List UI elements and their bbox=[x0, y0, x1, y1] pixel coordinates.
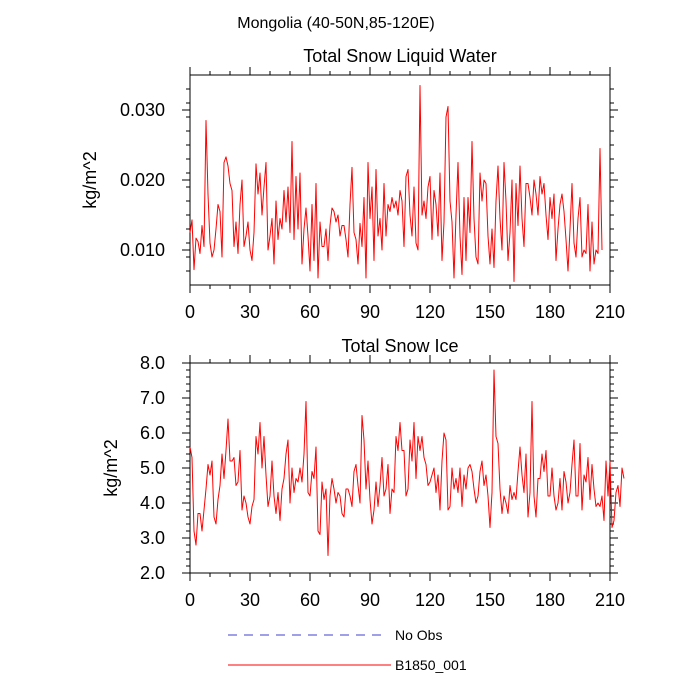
y-tick-label: 5.0 bbox=[140, 458, 165, 478]
y-tick-label: 4.0 bbox=[140, 493, 165, 513]
x-tick-label: 120 bbox=[415, 302, 445, 322]
x-tick-label: 150 bbox=[475, 302, 505, 322]
x-tick-label: 30 bbox=[240, 590, 260, 610]
snow-ice-panel: Total Snow Ice kg/m^2 0 30 60 90 120 150 180 210 2… bbox=[101, 336, 625, 610]
x-tick-label: 0 bbox=[185, 302, 195, 322]
figure-title: Mongolia (40-50N,85-120E) bbox=[237, 15, 434, 32]
x-tick-label: 30 bbox=[240, 302, 260, 322]
legend-entry-no-obs: No Obs bbox=[228, 627, 442, 643]
y-axis-label-snow-ice: kg/m^2 bbox=[101, 439, 121, 496]
snow-liquid-water-panel: Total Snow Liquid Water kg/m^2 0 30 60 90 120 1… bbox=[80, 46, 625, 322]
y-axis-label-liquid-water: kg/m^2 bbox=[80, 151, 100, 208]
x-tick-label: 210 bbox=[595, 590, 625, 610]
y-tick-label: 0.030 bbox=[120, 100, 165, 120]
x-tick-label: 180 bbox=[535, 590, 565, 610]
ticks-snow-ice bbox=[182, 355, 618, 581]
legend: No Obs B1850_001 bbox=[228, 627, 467, 673]
series-line-liquid-water bbox=[189, 85, 603, 282]
legend-label-no-obs: No Obs bbox=[395, 627, 442, 643]
x-tick-label: 0 bbox=[185, 590, 195, 610]
y-tick-label: 2.0 bbox=[140, 563, 165, 583]
y-tick-label: 0.010 bbox=[120, 240, 165, 260]
legend-label-b1850: B1850_001 bbox=[395, 657, 467, 673]
chart-title-liquid-water: Total Snow Liquid Water bbox=[303, 46, 496, 66]
x-tick-label: 120 bbox=[415, 590, 445, 610]
y-tick-label: 0.020 bbox=[120, 170, 165, 190]
series-line-snow-ice bbox=[189, 369, 625, 556]
y-tick-label: 3.0 bbox=[140, 528, 165, 548]
y-tick-label: 8.0 bbox=[140, 353, 165, 373]
x-tick-label: 60 bbox=[300, 590, 320, 610]
x-tick-label: 210 bbox=[595, 302, 625, 322]
x-tick-label: 90 bbox=[360, 302, 380, 322]
x-tick-label: 150 bbox=[475, 590, 505, 610]
x-tick-label: 90 bbox=[360, 590, 380, 610]
y-tick-label: 6.0 bbox=[140, 423, 165, 443]
legend-entry-b1850: B1850_001 bbox=[228, 657, 467, 673]
ticks-liquid-water bbox=[182, 67, 618, 293]
chart-title-snow-ice: Total Snow Ice bbox=[341, 336, 458, 356]
x-tick-label: 180 bbox=[535, 302, 565, 322]
x-tick-label: 60 bbox=[300, 302, 320, 322]
y-tick-label: 7.0 bbox=[140, 388, 165, 408]
